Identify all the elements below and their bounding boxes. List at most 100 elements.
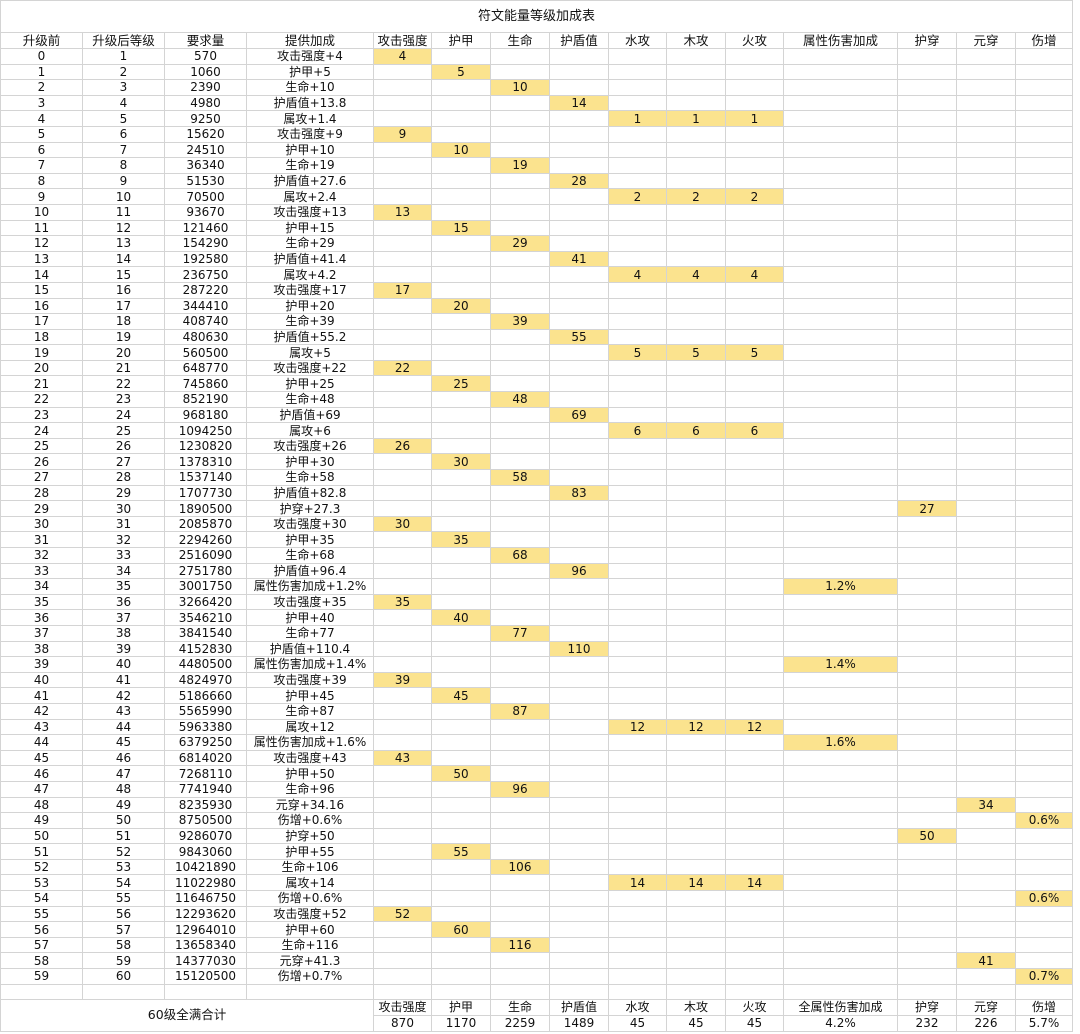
stat-cell <box>549 968 609 985</box>
level-after: 8 <box>82 157 165 174</box>
stat-cell <box>431 968 491 985</box>
stat-cell: 14 <box>608 874 667 892</box>
stat-cell <box>373 266 432 283</box>
stat-cell <box>608 125 667 143</box>
column-header: 火攻 <box>725 32 784 49</box>
stat-cell <box>1015 406 1073 424</box>
stat-cell <box>725 453 784 471</box>
stat-cell <box>666 437 726 455</box>
level-before: 48 <box>0 796 83 814</box>
stat-cell <box>373 297 432 315</box>
stat-cell <box>608 952 667 970</box>
stat-cell <box>549 687 609 704</box>
stat-cell <box>783 281 898 299</box>
stat-cell <box>1015 344 1073 361</box>
level-before: 5 <box>0 125 83 143</box>
table-row: 59 60 15120500 伤增+0.7% 0.7% <box>0 968 1073 985</box>
bonus-description: 属性伤害加成+1.2% <box>246 578 374 595</box>
stat-cell <box>549 749 609 767</box>
stat-cell <box>783 406 898 424</box>
required-amount: 2516090 <box>164 547 247 564</box>
level-before: 1 <box>0 63 83 81</box>
stat-cell <box>666 952 726 970</box>
stat-cell <box>608 48 667 65</box>
stat-cell <box>783 718 898 736</box>
stat-cell <box>431 281 491 299</box>
bonus-description: 护盾值+41.4 <box>246 250 374 268</box>
stat-cell <box>897 858 957 876</box>
stat-cell: 35 <box>431 531 491 548</box>
stat-cell <box>666 905 726 923</box>
stat-cell <box>1015 391 1073 408</box>
stat-cell <box>608 671 667 689</box>
stat-cell <box>956 718 1016 736</box>
table-row: 6 7 24510 护甲+10 10 <box>0 141 1073 159</box>
stat-cell <box>666 687 726 704</box>
stat-cell <box>725 391 784 408</box>
summary-value: 226 <box>956 1014 1016 1032</box>
bonus-description: 生命+68 <box>246 547 374 564</box>
stat-cell <box>897 687 957 704</box>
table-row: 21 22 745860 护甲+25 25 <box>0 375 1073 393</box>
level-after: 13 <box>82 235 165 252</box>
stat-cell <box>1015 687 1073 704</box>
stat-cell <box>608 297 667 315</box>
stat-cell: 14 <box>666 874 726 892</box>
required-amount: 51530 <box>164 172 247 190</box>
stat-cell <box>783 391 898 408</box>
stat-cell: 29 <box>490 235 550 252</box>
stat-cell <box>956 157 1016 174</box>
stat-cell: 5 <box>666 344 726 361</box>
stat-cell <box>783 890 898 907</box>
summary-value: 45 <box>608 1014 667 1032</box>
empty-cell <box>82 983 165 1000</box>
stat-cell: 60 <box>431 921 491 938</box>
stat-cell <box>956 172 1016 190</box>
bonus-description: 护穿+27.3 <box>246 500 374 517</box>
table-row: 28 29 1707730 护盾值+82.8 83 <box>0 484 1073 502</box>
stat-cell <box>897 219 957 237</box>
stat-cell <box>725 250 784 268</box>
stat-cell <box>666 890 726 907</box>
level-after: 44 <box>82 718 165 736</box>
stat-cell <box>1015 702 1073 720</box>
stat-cell <box>490 734 550 751</box>
level-before: 39 <box>0 656 83 673</box>
required-amount: 8235930 <box>164 796 247 814</box>
stat-cell <box>725 500 784 517</box>
required-amount: 1707730 <box>164 484 247 502</box>
level-before: 9 <box>0 188 83 205</box>
stat-cell <box>549 702 609 720</box>
stat-cell <box>373 219 432 237</box>
stat-cell <box>490 203 550 221</box>
stat-cell <box>490 531 550 548</box>
stat-cell <box>956 656 1016 673</box>
required-amount: 5963380 <box>164 718 247 736</box>
table-row: 45 46 6814020 攻击强度+43 43 <box>0 749 1073 767</box>
stat-cell <box>897 562 957 580</box>
stat-cell <box>956 406 1016 424</box>
required-amount: 2390 <box>164 79 247 96</box>
bonus-description: 护甲+30 <box>246 453 374 471</box>
empty-cell <box>956 983 1016 1000</box>
stat-cell <box>1015 640 1073 658</box>
stat-cell <box>1015 936 1073 954</box>
stat-cell <box>725 469 784 486</box>
stat-cell: 2 <box>608 188 667 205</box>
stat-cell <box>1015 453 1073 471</box>
stat-cell <box>549 671 609 689</box>
stat-cell <box>608 656 667 673</box>
level-after: 50 <box>82 812 165 829</box>
empty-cell <box>783 983 898 1000</box>
summary-value: 232 <box>897 1014 957 1032</box>
stat-cell <box>490 94 550 112</box>
summary-column-header: 元穿 <box>956 998 1016 1016</box>
stat-cell <box>431 578 491 595</box>
stat-cell <box>666 780 726 798</box>
stat-cell <box>783 687 898 704</box>
level-after: 9 <box>82 172 165 190</box>
stat-cell <box>956 874 1016 892</box>
stat-cell <box>373 718 432 736</box>
table-row: 12 13 154290 生命+29 29 <box>0 235 1073 252</box>
stat-cell <box>783 469 898 486</box>
